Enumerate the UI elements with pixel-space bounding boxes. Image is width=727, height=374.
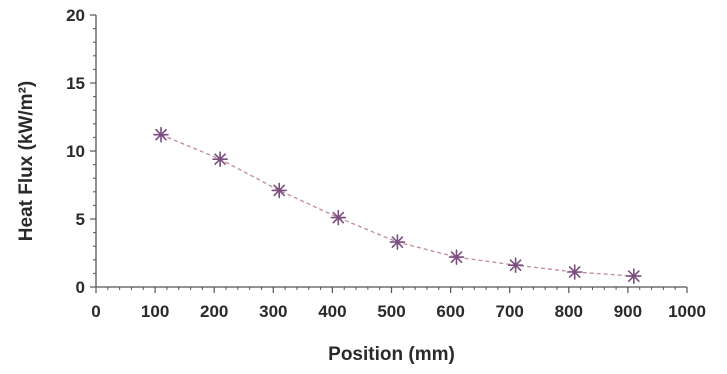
x-tick-label: 1000: [668, 302, 706, 321]
x-tick-label: 100: [141, 302, 169, 321]
series-line: [160, 134, 634, 277]
data-point-marker: [330, 209, 347, 226]
data-point-marker: [448, 249, 465, 265]
series-layer: [153, 126, 642, 284]
data-point-marker: [212, 151, 228, 167]
ticks: 0 100 200 300 400 500 600 700 800 900 1000 0 5 10 15 20: [66, 6, 706, 321]
axes: [95, 15, 687, 288]
x-tick-label: 400: [318, 302, 346, 321]
data-point-marker: [507, 257, 524, 274]
data-point-marker: [271, 182, 288, 199]
y-tick-label: 5: [76, 210, 85, 229]
x-tick-label: 0: [91, 302, 100, 321]
x-tick-label: 500: [377, 302, 405, 321]
data-point-marker: [389, 234, 406, 250]
data-point-marker: [153, 126, 169, 143]
x-tick-label: 700: [496, 302, 524, 321]
y-tick-label: 10: [66, 142, 85, 161]
y-tick-label: 0: [76, 278, 85, 297]
y-tick-label: 15: [66, 74, 85, 93]
x-tick-label: 600: [436, 302, 464, 321]
x-tick-label: 800: [555, 302, 583, 321]
data-point-marker: [566, 264, 583, 280]
x-axis-title: Position (mm): [328, 344, 455, 365]
y-tick-label: 20: [66, 6, 85, 25]
x-tick-label: 900: [614, 302, 642, 321]
y-axis-title: Heat Flux (kW/m²): [16, 81, 37, 241]
x-tick-label: 300: [259, 302, 287, 321]
data-point-marker: [625, 268, 642, 284]
x-tick-label: 200: [200, 302, 228, 321]
